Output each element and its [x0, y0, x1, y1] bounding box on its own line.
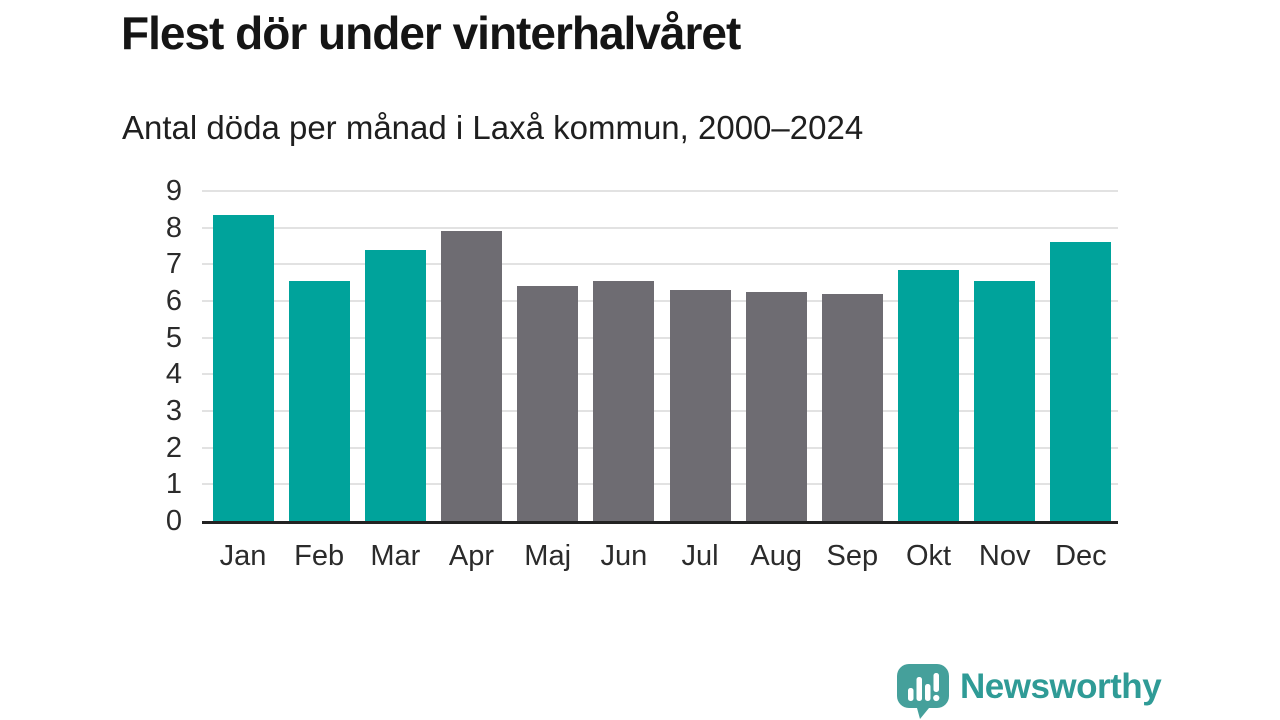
- x-axis-label: Jun: [600, 540, 648, 572]
- bar-dec: [1050, 242, 1112, 521]
- y-axis-label: 9: [165, 175, 182, 207]
- x-axis-label: Feb: [294, 540, 345, 572]
- bar-sep: [821, 293, 883, 521]
- gridline: [202, 446, 1118, 449]
- y-axis-label: 6: [165, 285, 182, 317]
- y-axis-label: 7: [165, 248, 182, 281]
- y-axis-label: 5: [165, 321, 182, 354]
- gridline: [202, 373, 1118, 376]
- bar-apr: [441, 231, 502, 521]
- gridline: [202, 226, 1118, 229]
- y-axis-labels: 0 1 2 3 4 5 6 7 8 9: [100, 175, 182, 537]
- gridline: [202, 190, 1118, 192]
- y-axis-label: 1: [165, 468, 182, 501]
- x-axis-label: Mar: [370, 540, 421, 572]
- gridline: [202, 263, 1118, 266]
- y-axis-label: 2: [165, 431, 182, 464]
- bar-feb: [288, 280, 350, 521]
- speech-bubble-shape: [897, 664, 949, 719]
- gridline: [202, 336, 1118, 339]
- y-axis-label: 8: [165, 211, 182, 244]
- bar-okt: [898, 269, 960, 521]
- gridline: [202, 300, 1118, 302]
- x-axis-label: Okt: [905, 540, 952, 572]
- bar-jan: [212, 214, 274, 521]
- bar-aug: [745, 291, 807, 521]
- x-axis-label: Jul: [681, 540, 719, 572]
- y-axis-label: 0: [165, 505, 182, 537]
- plot-area: [202, 190, 1118, 524]
- bar-mar: [364, 249, 426, 521]
- x-axis-label: Dec: [1055, 540, 1107, 572]
- y-axis-label: 3: [165, 395, 182, 427]
- x-axis-label: Apr: [448, 540, 495, 572]
- x-axis-label: Nov: [978, 540, 1031, 572]
- x-axis-label: Aug: [750, 540, 802, 572]
- chart-subtitle: Antal döda per månad i Laxå kommun, 2000…: [122, 109, 864, 146]
- x-axis-labels: Jan Feb Mar Apr Maj Jun Jul Aug Sep Okt Nov Dec: [202, 536, 1118, 576]
- page-title: Flest dör under vinterhalvåret: [121, 7, 741, 59]
- newsworthy-logo: Newsworthy: [896, 663, 1162, 719]
- bar-jun: [593, 280, 655, 521]
- x-axis-label: Jan: [219, 540, 267, 572]
- bar-nov: [974, 280, 1036, 521]
- bar-chart-speech-bubble-icon: [897, 664, 949, 719]
- x-axis-label: Maj: [524, 540, 572, 572]
- bar-maj: [517, 286, 579, 521]
- bar-jul: [669, 290, 731, 521]
- x-axis-label: Sep: [826, 540, 879, 572]
- gridline: [202, 483, 1118, 486]
- gridline: [202, 410, 1118, 412]
- y-axis-label: 4: [165, 358, 182, 391]
- brand-name: Newsworthy: [960, 667, 1162, 706]
